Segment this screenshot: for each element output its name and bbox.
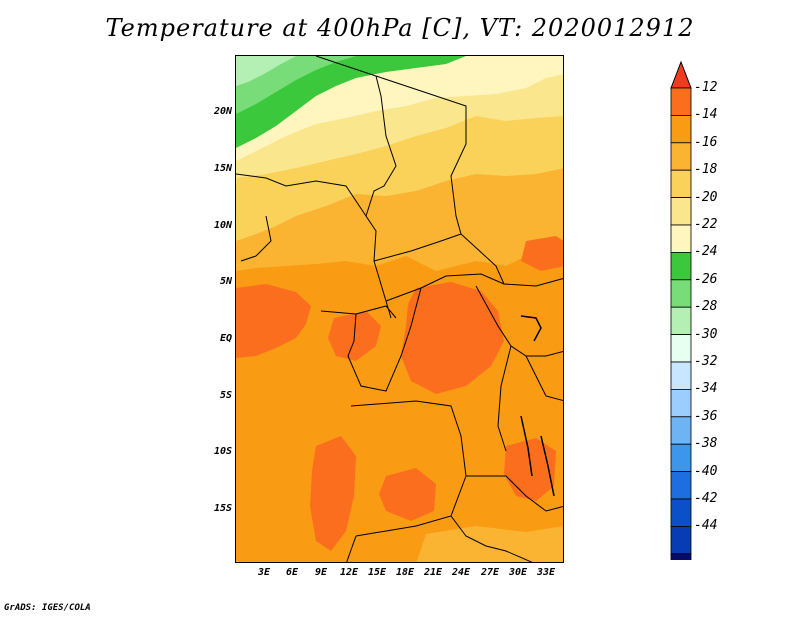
lat-label-20n: 20N (213, 106, 232, 117)
lon-label-27e: 27E (480, 567, 500, 578)
country-borders (236, 56, 563, 562)
colorbar-label: -34 (694, 381, 718, 397)
colorbar-box (670, 87, 692, 116)
colorbar-box (670, 443, 692, 473)
lat-label-5s: 5S (219, 390, 232, 401)
colorbar-label: -26 (694, 271, 718, 287)
colorbar-label: -32 (694, 354, 718, 369)
colorbar-label: -44 (694, 518, 718, 534)
colorbar-label: -18 (694, 162, 718, 178)
lon-label-15e: 15E (367, 567, 387, 578)
colorbar-box (670, 224, 692, 253)
lon-label-6e: 6E (285, 567, 299, 578)
colorbar-box (670, 306, 692, 335)
colorbar-label: -30 (694, 326, 718, 342)
lon-label-24e: 24E (451, 567, 471, 578)
colorbar (670, 60, 692, 560)
colorbar-label: -24 (694, 244, 718, 260)
map-panel (235, 55, 564, 563)
region-14-central (401, 282, 504, 394)
lat-label-10s: 10S (213, 446, 232, 457)
colorbar-top-triangle (670, 60, 692, 89)
colorbar-label: -12 (694, 80, 718, 95)
region-14-south-a (310, 436, 356, 551)
colorbar-box (670, 525, 692, 555)
colorbar-box (670, 553, 692, 560)
region-14-south-b (379, 468, 436, 521)
colorbar-box (670, 251, 692, 281)
lon-label-12e: 12E (339, 567, 359, 578)
lon-label-18e: 18E (395, 567, 415, 578)
region-16-south (416, 526, 563, 562)
region-14-west (236, 284, 311, 358)
colorbar-box (670, 498, 692, 527)
lon-label-9e: 9E (314, 567, 328, 578)
lon-label-21e: 21E (423, 567, 443, 578)
colorbar-label: -36 (694, 408, 718, 424)
colorbar-box (670, 142, 692, 171)
lat-label-5n: 5N (219, 276, 232, 287)
colorbar-label: -42 (694, 491, 718, 506)
colorbar-box (670, 361, 692, 390)
lon-label-3e: 3E (257, 567, 271, 578)
colorbar-box (670, 279, 692, 308)
lon-label-33e: 33E (536, 567, 556, 578)
region-14-south-c (504, 438, 556, 501)
temperature-map (236, 56, 563, 562)
colorbar-label: -16 (694, 134, 718, 150)
colorbar-box (670, 471, 692, 500)
colorbar-label: -40 (694, 463, 718, 479)
lakes (520, 315, 555, 497)
lon-label-30e: 30E (508, 567, 528, 578)
colorbar-label: -14 (694, 107, 718, 123)
colorbar-box (670, 416, 692, 445)
colorbar-label: -28 (694, 299, 718, 315)
region-14-east (521, 236, 563, 271)
colorbar-box (670, 197, 692, 226)
colorbar-label: -20 (694, 189, 718, 205)
colorbar-box (670, 169, 692, 198)
grads-credit: GrADS: IGES/COLA (4, 603, 91, 613)
lat-label-10n: 10N (213, 220, 232, 231)
chart-title: Temperature at 400hPa [C], VT: 202001291… (105, 14, 695, 42)
region-28-band (236, 56, 296, 86)
colorbar-label: -22 (694, 217, 718, 232)
colorbar-box (670, 388, 692, 418)
lat-label-eq: EQ (219, 333, 232, 344)
lat-label-15s: 15S (213, 503, 232, 514)
lat-label-15n: 15N (213, 163, 232, 174)
colorbar-label: -38 (694, 436, 718, 452)
colorbar-box (670, 115, 692, 144)
colorbar-box (670, 334, 692, 363)
